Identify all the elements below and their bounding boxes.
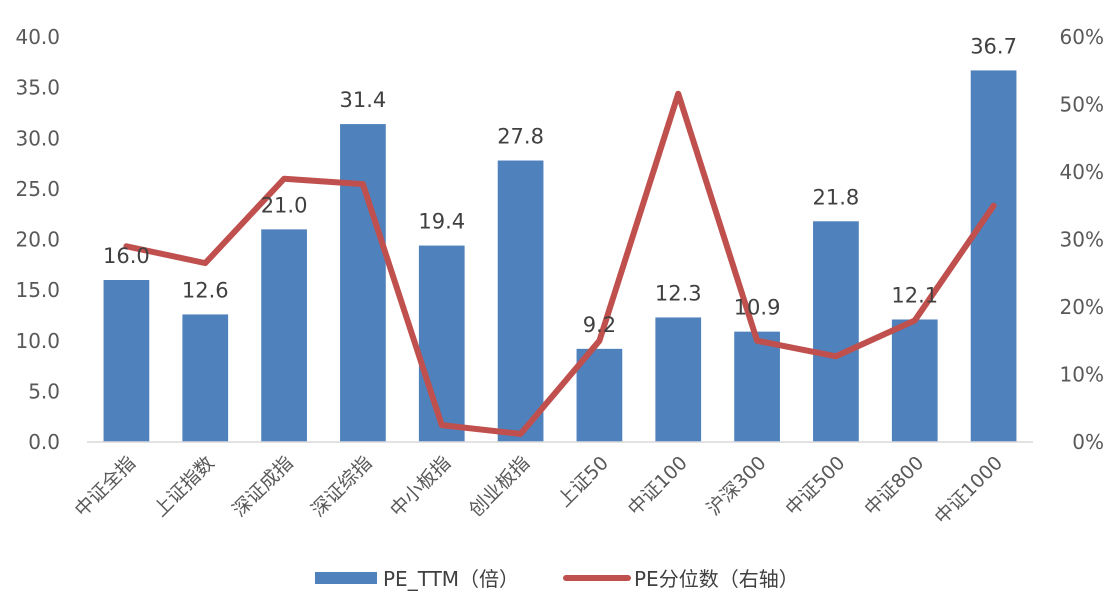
bar-data-label: 31.4 xyxy=(340,88,387,112)
bar xyxy=(655,317,702,442)
bar xyxy=(891,319,938,442)
legend-label-bar: PE_TTM（倍） xyxy=(383,567,519,591)
left-axis-tick-label: 35.0 xyxy=(15,76,60,100)
left-axis-tick-label: 25.0 xyxy=(15,177,60,201)
right-axis-tick-label: 30% xyxy=(1060,228,1104,252)
right-axis-tick-label: 40% xyxy=(1060,160,1104,184)
bar xyxy=(340,124,386,442)
bar-data-label: 12.1 xyxy=(891,283,938,307)
bar-data-label: 27.8 xyxy=(497,125,544,149)
bar xyxy=(813,221,859,442)
category-label: 深证成指 xyxy=(228,452,297,521)
category-label: 深证综指 xyxy=(307,452,376,521)
legend: PE_TTM（倍） PE分位数（右轴） xyxy=(315,567,799,591)
legend-swatch-bar xyxy=(315,572,377,584)
bar-data-label: 12.3 xyxy=(655,281,702,305)
bar-data-label: 36.7 xyxy=(970,34,1017,58)
bar xyxy=(970,70,1017,442)
left-axis-tick-label: 5.0 xyxy=(28,379,60,403)
right-y-axis: 0% 10% 20% 30% 40% 50% 60% xyxy=(1060,25,1104,454)
category-label: 沪深300 xyxy=(703,452,771,520)
category-label: 中证1000 xyxy=(930,452,1007,529)
left-axis-tick-label: 40.0 xyxy=(15,25,60,49)
left-axis-tick-label: 15.0 xyxy=(15,278,60,302)
bar-data-label: 12.6 xyxy=(182,278,229,302)
percentile-line xyxy=(123,90,997,437)
category-label: 中证100 xyxy=(624,452,692,520)
right-axis-tick-label: 60% xyxy=(1060,25,1104,49)
left-axis-tick-label: 20.0 xyxy=(15,228,60,252)
bar-data-label: 21.0 xyxy=(261,193,308,217)
category-label: 中证全指 xyxy=(71,452,140,521)
left-axis-tick-label: 10.0 xyxy=(15,329,60,353)
category-label: 上证50 xyxy=(553,452,613,512)
line-series xyxy=(123,90,997,437)
right-axis-tick-label: 0% xyxy=(1072,430,1104,454)
right-axis-tick-label: 50% xyxy=(1060,93,1104,117)
bar xyxy=(576,348,623,442)
category-label: 创业板指 xyxy=(465,452,534,521)
bar-data-label: 9.2 xyxy=(583,313,616,337)
bar-data-label: 19.4 xyxy=(418,210,465,234)
bar-series xyxy=(103,70,1017,442)
bar-data-label: 16.0 xyxy=(103,244,150,268)
category-label: 中证500 xyxy=(781,452,849,520)
bar xyxy=(182,314,229,442)
left-axis-tick-label: 0.0 xyxy=(28,430,60,454)
right-axis-tick-label: 10% xyxy=(1060,363,1104,387)
legend-label-line: PE分位数（右轴） xyxy=(634,567,799,591)
category-label: 中证800 xyxy=(860,452,928,520)
bar-data-labels: 16.0 12.6 21.0 31.4 19.4 27.8 9.2 12.3 10.9 21.8 1… xyxy=(103,34,1017,336)
bar xyxy=(418,245,465,442)
category-label: 中小板指 xyxy=(386,452,455,521)
bar-data-label: 21.8 xyxy=(813,185,860,209)
bar xyxy=(261,229,307,442)
left-axis-tick-label: 30.0 xyxy=(15,126,60,150)
bar xyxy=(497,160,544,442)
left-y-axis: 0.0 5.0 10.0 15.0 20.0 25.0 30.0 35.0 40.0 xyxy=(15,25,60,454)
right-axis-tick-label: 20% xyxy=(1060,295,1104,319)
bar xyxy=(103,280,150,442)
category-label: 上证指数 xyxy=(149,452,218,521)
bar-data-label: 10.9 xyxy=(734,296,781,320)
bar xyxy=(734,331,780,442)
x-axis-category-labels: 中证全指 上证指数 深证成指 深证综指 中小板指 创业板指 上证50 中证100 沪深300 中证… xyxy=(71,452,1007,529)
